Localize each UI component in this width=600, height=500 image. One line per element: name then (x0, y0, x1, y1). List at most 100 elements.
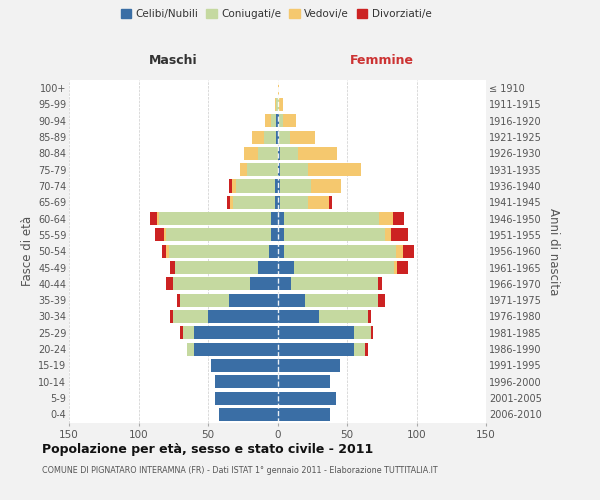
Bar (244, 147, 258, 160)
Bar (277, 130, 279, 143)
Bar (277, 261, 294, 274)
Bar (215, 392, 277, 404)
Bar (233, 196, 275, 209)
Bar (277, 196, 280, 209)
Bar (290, 130, 315, 143)
Bar (175, 261, 258, 274)
Bar (194, 326, 277, 340)
Bar (311, 180, 341, 192)
Legend: Celibi/Nubili, Coniugati/e, Vedovi/e, Divorziati/e: Celibi/Nubili, Coniugati/e, Vedovi/e, Di… (116, 5, 436, 24)
Bar (395, 244, 403, 258)
Bar (265, 114, 271, 128)
Bar (277, 228, 284, 241)
Bar (279, 130, 290, 143)
Bar (280, 163, 308, 176)
Text: Maschi: Maschi (149, 54, 197, 67)
Bar (277, 294, 305, 306)
Bar (275, 98, 276, 111)
Bar (277, 114, 279, 128)
Y-axis label: Fasce di età: Fasce di età (20, 216, 34, 286)
Bar (319, 310, 368, 323)
Bar (329, 196, 332, 209)
Bar (294, 261, 394, 274)
Bar (277, 359, 340, 372)
Bar (219, 408, 277, 421)
Bar (403, 244, 414, 258)
Y-axis label: Anni di nascita: Anni di nascita (547, 208, 560, 295)
Bar (280, 180, 311, 192)
Bar (292, 278, 377, 290)
Bar (169, 244, 269, 258)
Bar (258, 261, 277, 274)
Bar (277, 244, 284, 258)
Bar (157, 212, 160, 225)
Text: COMUNE DI PIGNATARO INTERAMNA (FR) - Dati ISTAT 1° gennaio 2011 - Elaborazione T: COMUNE DI PIGNATARO INTERAMNA (FR) - Dat… (42, 466, 437, 475)
Bar (385, 228, 391, 241)
Bar (149, 212, 157, 225)
Bar (371, 326, 373, 340)
Text: Femmine: Femmine (350, 54, 414, 67)
Bar (170, 261, 175, 274)
Bar (194, 342, 277, 355)
Bar (227, 196, 230, 209)
Bar (271, 228, 277, 241)
Bar (277, 342, 354, 355)
Bar (284, 212, 379, 225)
Bar (229, 294, 277, 306)
Bar (277, 326, 354, 340)
Bar (160, 212, 271, 225)
Bar (284, 228, 385, 241)
Bar (178, 294, 180, 306)
Bar (180, 294, 229, 306)
Bar (277, 147, 280, 160)
Bar (166, 244, 169, 258)
Bar (354, 342, 365, 355)
Bar (379, 212, 393, 225)
Bar (275, 180, 277, 192)
Bar (162, 244, 166, 258)
Bar (269, 244, 277, 258)
Bar (208, 310, 277, 323)
Bar (271, 212, 277, 225)
Bar (279, 98, 283, 111)
Bar (277, 212, 284, 225)
Bar (397, 261, 408, 274)
Bar (173, 310, 208, 323)
Bar (211, 359, 277, 372)
Bar (173, 278, 250, 290)
Bar (247, 163, 277, 176)
Bar (280, 147, 298, 160)
Bar (277, 408, 331, 421)
Bar (180, 326, 183, 340)
Bar (155, 228, 164, 241)
Bar (394, 261, 397, 274)
Bar (308, 196, 329, 209)
Bar (377, 278, 382, 290)
Bar (229, 180, 232, 192)
Bar (277, 82, 279, 94)
Bar (164, 228, 166, 241)
Bar (368, 310, 371, 323)
Bar (263, 130, 276, 143)
Bar (277, 163, 280, 176)
Bar (305, 294, 377, 306)
Bar (230, 196, 233, 209)
Bar (258, 147, 277, 160)
Bar (166, 228, 271, 241)
Bar (276, 130, 277, 143)
Bar (283, 114, 296, 128)
Bar (279, 114, 283, 128)
Bar (377, 294, 385, 306)
Bar (391, 228, 408, 241)
Bar (365, 342, 368, 355)
Bar (183, 326, 194, 340)
Bar (271, 114, 276, 128)
Bar (232, 180, 236, 192)
Bar (284, 244, 395, 258)
Bar (280, 196, 308, 209)
Text: Popolazione per età, sesso e stato civile - 2011: Popolazione per età, sesso e stato civil… (42, 442, 373, 456)
Bar (277, 392, 336, 404)
Bar (166, 278, 173, 290)
Bar (250, 278, 277, 290)
Bar (276, 98, 277, 111)
